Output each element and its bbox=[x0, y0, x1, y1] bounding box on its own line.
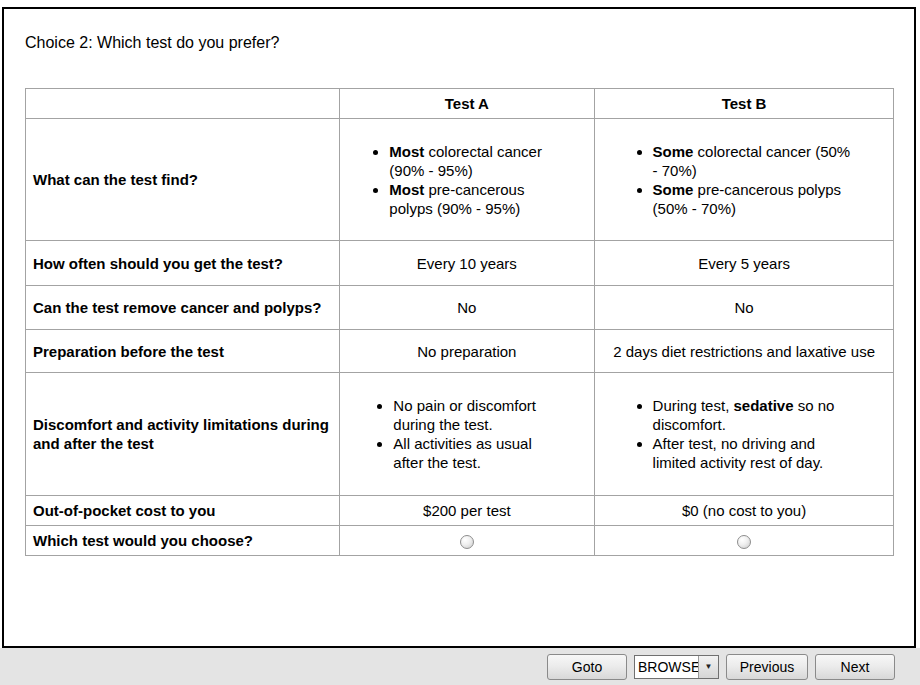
footer-toolbar: Goto BROWSE ▼ Previous Next bbox=[0, 648, 920, 685]
table-row-remove: Can the test remove cancer and polyps? N… bbox=[26, 286, 894, 330]
text-run-bold: Most bbox=[389, 143, 424, 160]
row-label-remove: Can the test remove cancer and polyps? bbox=[26, 286, 340, 330]
bullet-list: No pain or discomfort during the test. A… bbox=[378, 396, 555, 472]
radio-choose-test-a[interactable] bbox=[460, 535, 474, 549]
cell-preparation-test-a: No preparation bbox=[339, 330, 595, 373]
list-item: Most pre-cancerous polyps (90% - 95%) bbox=[389, 180, 559, 218]
row-label-cost: Out-of-pocket cost to you bbox=[26, 496, 340, 526]
row-label-frequency: How often should you get the test? bbox=[26, 241, 340, 286]
cell-find-test-b: Some colorectal cancer (50% - 70%) Some … bbox=[595, 119, 894, 241]
bullet-list: During test, sedative so no discomfort. … bbox=[638, 396, 851, 472]
cell-discomfort-test-b: During test, sedative so no discomfort. … bbox=[595, 373, 894, 496]
list-item: All activities as usual after the test. bbox=[393, 434, 555, 472]
cell-frequency-test-b: Every 5 years bbox=[595, 241, 894, 286]
row-label-find: What can the test find? bbox=[26, 119, 340, 241]
cell-remove-test-a: No bbox=[339, 286, 595, 330]
table-row-discomfort: Discomfort and activity limitations duri… bbox=[26, 373, 894, 496]
text-run-bold: Most bbox=[389, 181, 424, 198]
table-header-row: Test A Test B bbox=[26, 89, 894, 119]
text-run-bold: sedative bbox=[733, 397, 793, 414]
row-label-discomfort: Discomfort and activity limitations duri… bbox=[26, 373, 340, 496]
table-row-choose: Which test would you choose? bbox=[26, 526, 894, 556]
text-run: All activities as usual after the test. bbox=[393, 435, 531, 471]
cell-frequency-test-a: Every 10 years bbox=[339, 241, 595, 286]
bullet-list: Most colorectal cancer (90% - 95%) Most … bbox=[374, 142, 559, 218]
mode-select-value: BROWSE bbox=[635, 659, 698, 675]
list-item: After test, no driving and limited activ… bbox=[653, 434, 851, 472]
row-label-choose: Which test would you choose? bbox=[26, 526, 340, 556]
text-run-bold: Some bbox=[653, 181, 694, 198]
text-run: During test, bbox=[653, 397, 734, 414]
cell-choose-test-a bbox=[339, 526, 595, 556]
table-row-frequency: How often should you get the test? Every… bbox=[26, 241, 894, 286]
list-item: No pain or discomfort during the test. bbox=[393, 396, 555, 434]
mode-select[interactable]: BROWSE ▼ bbox=[634, 655, 719, 679]
survey-window: Choice 2: Which test do you prefer? Test… bbox=[2, 7, 916, 648]
next-button[interactable]: Next bbox=[815, 654, 895, 680]
cell-remove-test-b: No bbox=[595, 286, 894, 330]
page-title: Choice 2: Which test do you prefer? bbox=[25, 33, 914, 53]
chevron-down-icon[interactable]: ▼ bbox=[698, 656, 718, 678]
table-row-cost: Out-of-pocket cost to you $200 per test … bbox=[26, 496, 894, 526]
cell-find-test-a: Most colorectal cancer (90% - 95%) Most … bbox=[339, 119, 595, 241]
empty-header-cell bbox=[26, 89, 340, 119]
bullet-list: Some colorectal cancer (50% - 70%) Some … bbox=[638, 142, 851, 218]
list-item: Some colorectal cancer (50% - 70%) bbox=[653, 142, 851, 180]
text-run-bold: Some bbox=[653, 143, 694, 160]
cell-preparation-test-b: 2 days diet restrictions and laxative us… bbox=[595, 330, 894, 373]
text-run: After test, no driving and limited activ… bbox=[653, 435, 824, 471]
list-item: Most colorectal cancer (90% - 95%) bbox=[389, 142, 559, 180]
column-header-test-b: Test B bbox=[595, 89, 894, 119]
row-label-preparation: Preparation before the test bbox=[26, 330, 340, 373]
radio-choose-test-b[interactable] bbox=[737, 535, 751, 549]
list-item: Some pre-cancerous polyps (50% - 70%) bbox=[653, 180, 851, 218]
cell-cost-test-a: $200 per test bbox=[339, 496, 595, 526]
table-row-preparation: Preparation before the test No preparati… bbox=[26, 330, 894, 373]
goto-button[interactable]: Goto bbox=[547, 654, 627, 680]
list-item: During test, sedative so no discomfort. bbox=[653, 396, 851, 434]
test-comparison-table: Test A Test B What can the test find? Mo… bbox=[25, 88, 894, 556]
column-header-test-a: Test A bbox=[339, 89, 595, 119]
cell-choose-test-b bbox=[595, 526, 894, 556]
cell-cost-test-b: $0 (no cost to you) bbox=[595, 496, 894, 526]
previous-button[interactable]: Previous bbox=[726, 654, 808, 680]
text-run: No pain or discomfort during the test. bbox=[393, 397, 536, 433]
table-row-find: What can the test find? Most colorectal … bbox=[26, 119, 894, 241]
cell-discomfort-test-a: No pain or discomfort during the test. A… bbox=[339, 373, 595, 496]
